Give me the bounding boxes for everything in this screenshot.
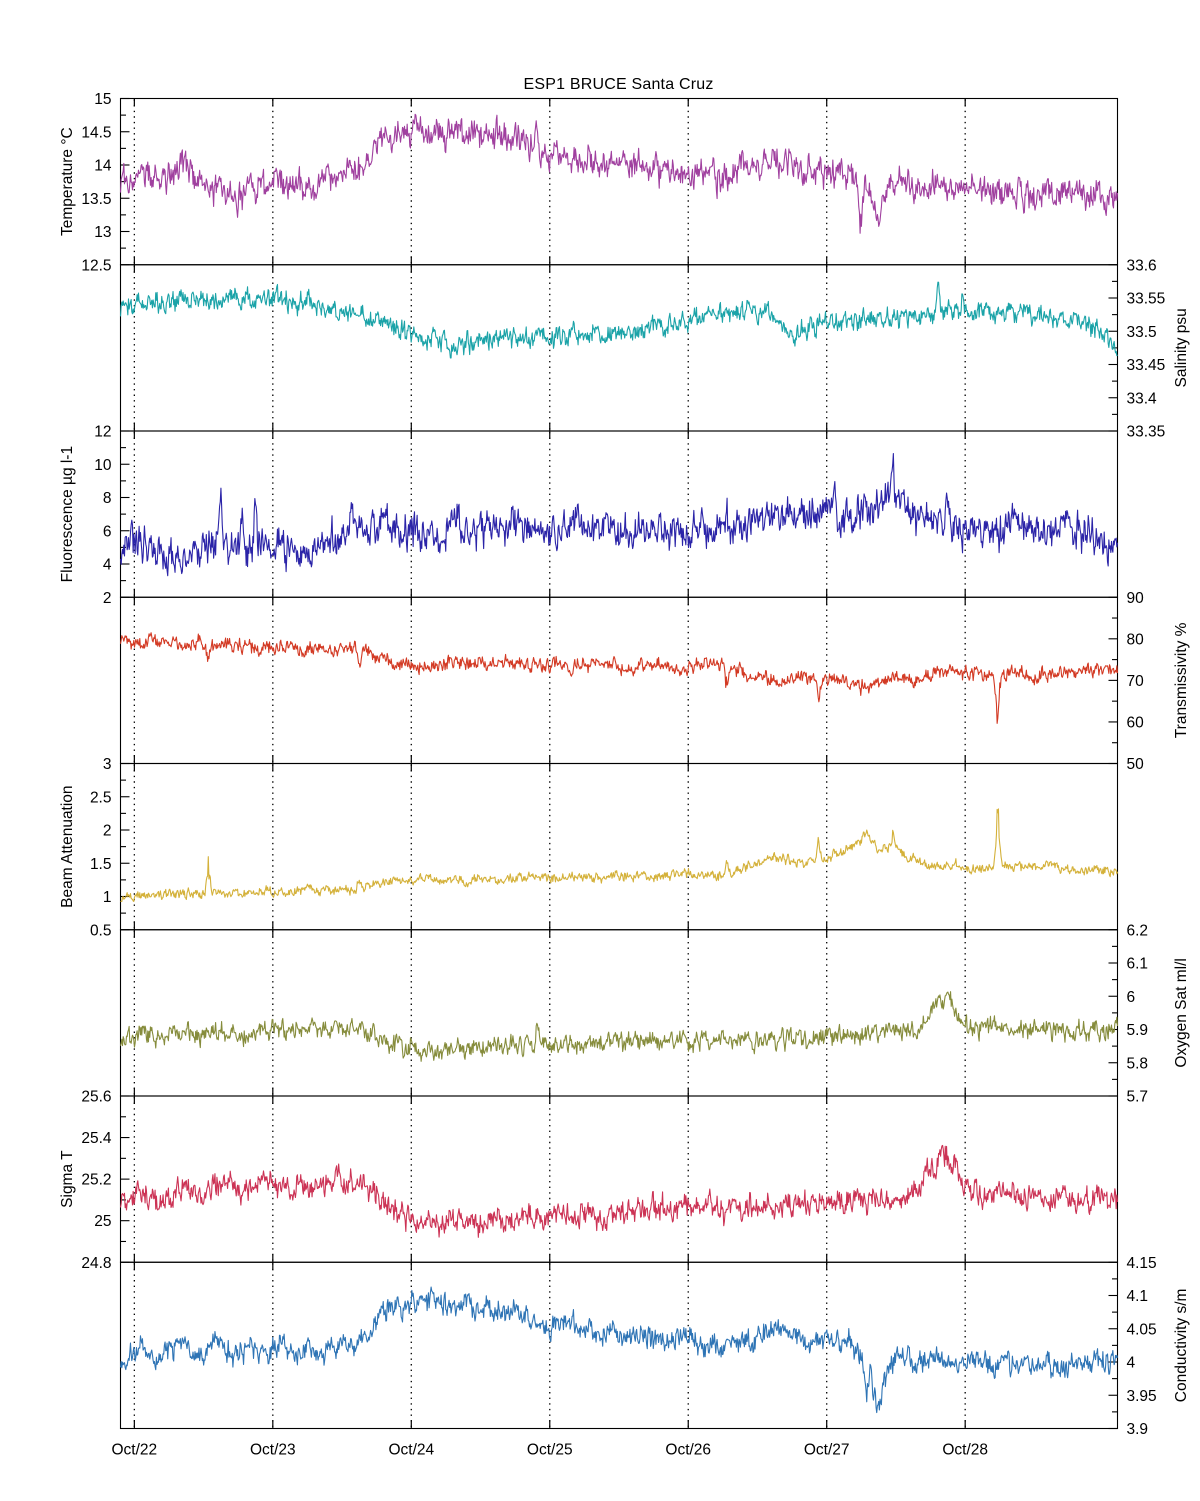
panel-sigma-t: 25.6 25.4 25.2 25 24.8 Sigma T	[59, 1089, 1119, 1272]
y-tick-label: 3.95	[1127, 1388, 1157, 1405]
y-tick-label: 13.5	[81, 191, 111, 208]
y-tick-label: 5.8	[1127, 1055, 1149, 1072]
series-line-salinity	[119, 281, 1118, 359]
x-axis-labels: Oct/22 Oct/23 Oct/24 Oct/25 Oct/26 Oct/27 Oct/…	[112, 1442, 989, 1459]
y-tick-label: 50	[1127, 756, 1145, 773]
panel-temperature: 15 14.5 14 13.5 13 12.5 Temperature °C	[59, 91, 1119, 274]
y-tick-label: 2.5	[90, 789, 112, 806]
y-tick-label: 5.9	[1127, 1022, 1149, 1039]
series-line-transmissivity	[119, 632, 1119, 724]
y-tick-label: 6	[1127, 989, 1136, 1006]
y-tick-label: 33.45	[1127, 357, 1166, 374]
panel-transmissivity: 90 80 70 60 50 Transmissivity %	[119, 590, 1190, 773]
panel-conductivity: 4.15 4.1 4.05 4 3.95 3.9 Conductivity s/m	[119, 1255, 1190, 1438]
y-tick-label: 90	[1127, 590, 1145, 607]
y-tick-label: 33.35	[1127, 424, 1166, 441]
y-tick-label: 12	[94, 424, 111, 441]
axis-title-transmissivity: Transmissivity %	[1173, 622, 1190, 738]
y-tick-label: 2	[103, 823, 112, 840]
y-tick-label: 14	[94, 158, 112, 175]
panel-frame	[119, 264, 1119, 432]
y-tick-label: 24.8	[81, 1255, 111, 1272]
x-tick-label: Oct/28	[942, 1442, 988, 1459]
y-tick-label: 60	[1127, 714, 1145, 731]
y-tick-label: 33.55	[1127, 291, 1166, 308]
x-tick-label: Oct/26	[665, 1442, 711, 1459]
y-tick-label: 4.1	[1127, 1288, 1149, 1305]
y-tick-label: 13	[94, 224, 111, 241]
panel-frame	[119, 97, 1119, 266]
y-tick-label: 8	[103, 490, 112, 507]
y-tick-label: 3	[103, 756, 112, 773]
panel-frame	[119, 1261, 1119, 1430]
y-tick-label: 25.4	[81, 1130, 112, 1147]
axis-title-fluorescence: Fluorescence µg l-1	[59, 446, 76, 582]
y-tick-label: 25.6	[81, 1089, 111, 1106]
axis-title-temperature: Temperature °C	[59, 127, 76, 236]
series-line-oxygen-saturation	[119, 991, 1119, 1062]
series-line-sigma-t	[119, 1144, 1119, 1238]
axis-title-salinity: Salinity psu	[1173, 308, 1190, 387]
y-tick-label: 1	[103, 889, 112, 906]
x-tick-label: Oct/23	[250, 1442, 296, 1459]
x-tick-label: Oct/24	[388, 1442, 434, 1459]
y-tick-label: 25.2	[81, 1172, 111, 1189]
axis-title-sigma-t: Sigma T	[59, 1150, 76, 1208]
series-line-beam-attenuation	[120, 808, 1119, 903]
chart-title: ESP1 BRUCE Santa Cruz	[523, 76, 714, 93]
y-tick-label: 80	[1127, 631, 1145, 648]
panel-frame	[119, 929, 1119, 1097]
y-tick-label: 5.7	[1127, 1089, 1149, 1106]
axis-title-conductivity: Conductivity s/m	[1173, 1289, 1190, 1403]
series-line-conductivity	[119, 1286, 1119, 1414]
x-tick-label: Oct/27	[804, 1442, 850, 1459]
y-tick-label: 12.5	[81, 257, 111, 274]
y-tick-label: 33.6	[1127, 257, 1157, 274]
panel-salinity: 33.6 33.55 33.5 33.45 33.4 33.35 Salinity psu	[119, 257, 1190, 441]
y-tick-label: 15	[94, 91, 111, 108]
y-tick-label: 25	[94, 1213, 111, 1230]
panel-beam-attenuation: 3 2.5 2 1.5 1 0.5 Beam Attenuation	[59, 756, 1119, 939]
y-tick-label: 70	[1127, 673, 1145, 690]
x-tick-label: Oct/22	[112, 1442, 158, 1459]
panel-oxygen-saturation: 6.2 6.1 6 5.9 5.8 5.7 Oxygen Sat ml/l	[119, 922, 1190, 1106]
y-tick-label: 2	[103, 590, 112, 607]
y-tick-label: 1.5	[90, 856, 112, 873]
y-tick-label: 4.15	[1127, 1255, 1157, 1272]
y-tick-label: 0.5	[90, 922, 112, 939]
axis-title-beam-attenuation: Beam Attenuation	[59, 785, 76, 907]
panel-frame	[119, 596, 1119, 765]
y-tick-label: 14.5	[81, 124, 111, 141]
series-line-fluorescence	[119, 453, 1119, 577]
y-tick-label: 10	[94, 457, 112, 474]
y-tick-label: 4	[1127, 1355, 1136, 1372]
series-line-temperature	[119, 113, 1119, 234]
panel-frame	[119, 762, 1119, 931]
panel-fluorescence: 12 10 8 6 4 2 Fluorescence µg l-1	[59, 424, 1119, 607]
y-tick-label: 6.2	[1127, 922, 1149, 939]
y-tick-label: 6.1	[1127, 956, 1149, 973]
panel-frame	[119, 430, 1119, 598]
y-tick-label: 3.9	[1127, 1421, 1149, 1438]
y-tick-label: 33.4	[1127, 390, 1158, 407]
y-tick-label: 33.5	[1127, 324, 1157, 341]
axis-title-oxygen-saturation: Oxygen Sat ml/l	[1173, 958, 1190, 1067]
y-tick-label: 4	[103, 557, 112, 574]
y-tick-label: 4.05	[1127, 1321, 1157, 1338]
y-tick-label: 6	[103, 523, 112, 540]
x-tick-label: Oct/25	[527, 1442, 573, 1459]
